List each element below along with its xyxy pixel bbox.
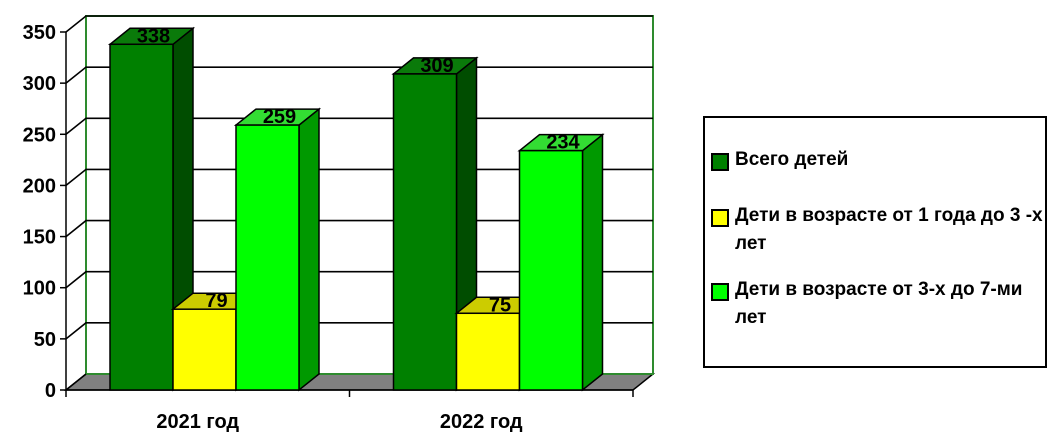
bar bbox=[233, 107, 322, 392]
y-tick-label: 250 bbox=[23, 124, 56, 146]
legend-swatch-3-7 bbox=[711, 283, 729, 301]
data-label: 79 bbox=[205, 290, 227, 312]
gridline bbox=[65, 15, 653, 33]
legend-label-total: Всего детей bbox=[735, 149, 849, 170]
bar-side bbox=[298, 107, 320, 392]
axis-depth bbox=[65, 373, 87, 391]
y-tick-label: 300 bbox=[23, 73, 56, 95]
legend-swatch-1-3 bbox=[711, 209, 729, 227]
bar-front bbox=[392, 73, 458, 391]
y-tick-label: 350 bbox=[23, 22, 56, 44]
bar-front bbox=[518, 149, 584, 391]
bar-front bbox=[455, 312, 521, 391]
legend-item-1-3: Дети в возрасте от 1 года до 3 -х лет bbox=[711, 205, 1050, 258]
y-tick-label: 200 bbox=[23, 175, 56, 197]
data-label: 234 bbox=[546, 132, 580, 154]
y-tick-label: 100 bbox=[23, 278, 56, 300]
bar-front bbox=[235, 124, 300, 391]
data-label: 309 bbox=[420, 55, 453, 77]
y-tick-label: 150 bbox=[23, 227, 56, 249]
bar bbox=[517, 133, 605, 392]
bar-front bbox=[172, 308, 237, 391]
data-label: 338 bbox=[137, 25, 170, 47]
legend: Всего детей Дети в возрасте от 1 года до… bbox=[703, 116, 1047, 368]
x-category-label: 2021 год bbox=[156, 411, 239, 433]
legend-item-total: Всего детей bbox=[711, 149, 1050, 174]
data-label: 259 bbox=[263, 106, 296, 128]
legend-item-3-7: Дети в возрасте от 3-х до 7-ми лет bbox=[711, 279, 1050, 332]
legend-label-1-3: Дети в возрасте от 1 года до 3 -х лет bbox=[735, 205, 1043, 254]
bar bbox=[391, 56, 479, 392]
y-tick-label: 50 bbox=[34, 329, 56, 351]
legend-swatch-total bbox=[711, 153, 729, 171]
data-label: 75 bbox=[489, 294, 511, 316]
y-tick-label: 0 bbox=[45, 380, 56, 402]
bar-chart: 0 50 100 150 200 250 300 350 338 79 259 309 75 234 2… bbox=[23, 15, 656, 433]
legend-label-3-7: Дети в возрасте от 3-х до 7-ми лет bbox=[735, 279, 1023, 328]
bar-front bbox=[109, 43, 174, 391]
x-category-label: 2022 год bbox=[440, 411, 523, 433]
bar-side bbox=[581, 133, 604, 392]
